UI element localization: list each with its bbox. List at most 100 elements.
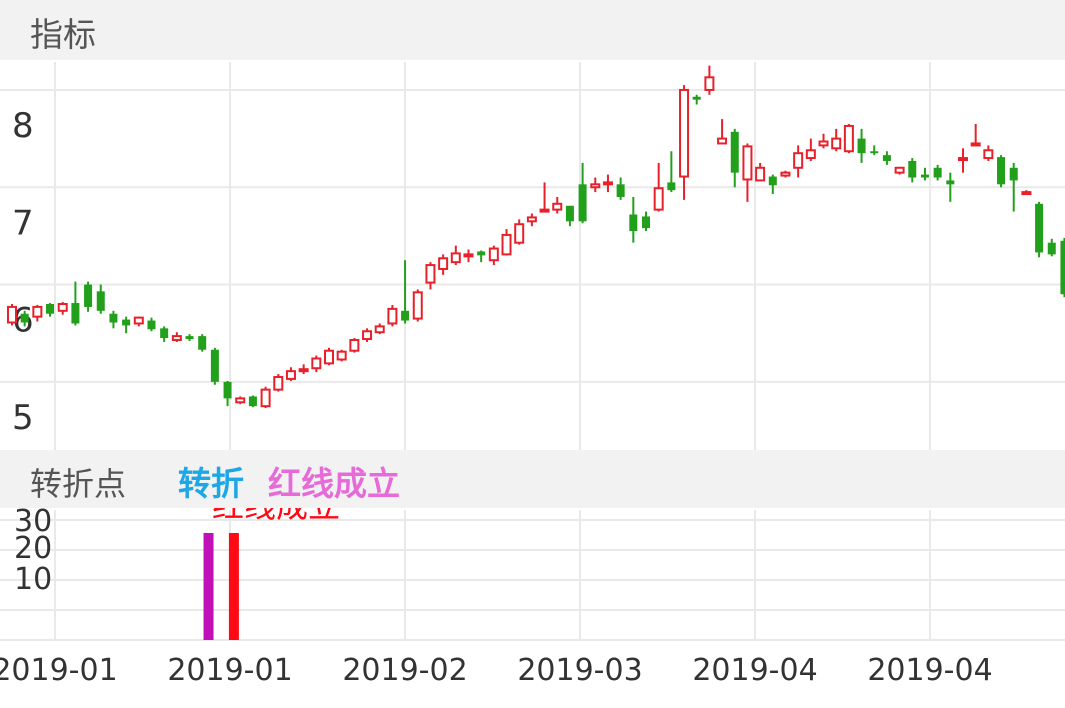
candle-body-up: [805, 149, 816, 160]
candle-body-up: [653, 187, 664, 211]
candle-body-up: [488, 247, 499, 262]
candle-body-down: [642, 216, 650, 229]
candle-body-down: [198, 336, 207, 350]
candle-body-up: [983, 149, 994, 160]
candle-body-up: [374, 325, 385, 334]
candle-body-down: [248, 396, 257, 407]
x-tick-label: 2019-04: [692, 653, 817, 688]
candle-body-down: [882, 155, 891, 161]
header-bar: [0, 0, 1065, 60]
candle-body-down: [1035, 203, 1044, 253]
candle-body-down: [578, 184, 587, 222]
sub-y-tick-label: 10: [14, 562, 52, 597]
candle-body-down: [1047, 242, 1056, 255]
candle-body-up: [285, 370, 296, 380]
candle-body-up: [539, 208, 550, 213]
candle-body-up: [273, 375, 284, 391]
candle-body-up: [843, 124, 854, 153]
candle-body-up: [742, 145, 753, 181]
candle-body-down: [946, 180, 955, 185]
candle-body-down: [933, 167, 942, 178]
candle-body-up: [450, 252, 461, 264]
candle-body-up: [602, 181, 613, 186]
candle-body-up: [298, 368, 309, 373]
candle-body-up: [260, 388, 271, 408]
candle-body-down: [997, 157, 1006, 185]
sub-chart-title: 转折点: [30, 465, 127, 503]
candle-body-up: [235, 397, 246, 404]
candle-body-up: [412, 291, 423, 320]
candle-body-down: [920, 174, 929, 178]
candle-body-up: [894, 166, 905, 174]
sub-header-bar: [0, 450, 1065, 508]
candle-body-up: [679, 88, 690, 178]
candle-body-down: [667, 182, 676, 191]
candle-body-up: [336, 350, 347, 361]
candle-body-up: [425, 264, 436, 284]
candle-body-down: [908, 160, 917, 178]
candle-body-down: [629, 214, 638, 232]
x-tick-label: 2019-02: [342, 653, 467, 688]
candle-body-down: [122, 319, 131, 326]
candle-body-up: [780, 171, 791, 177]
candle-body-up: [831, 137, 842, 150]
sub-y-tick-label: 20: [14, 531, 52, 566]
candle-body-down: [477, 251, 486, 256]
candle-body-down: [71, 303, 80, 324]
x-tick-label: 2019-01: [167, 653, 292, 688]
candle-body-down: [160, 328, 169, 339]
candle-body-up: [311, 357, 322, 370]
candle-body-up: [133, 316, 144, 325]
candle-body-down: [1060, 240, 1065, 295]
candle-body-up: [793, 152, 804, 169]
candle-body-up: [818, 140, 829, 147]
candle-body-up: [362, 330, 373, 341]
candle-body-up: [1021, 191, 1032, 196]
candle-body-up: [704, 76, 715, 91]
candle-body-up: [57, 303, 68, 312]
candle-body-up: [970, 142, 981, 147]
candle-body-down: [857, 138, 866, 154]
candle-body-down: [401, 310, 410, 321]
candle-body-up: [387, 307, 398, 325]
candle-body-down: [84, 284, 93, 307]
candle-body-down: [109, 313, 118, 323]
candle-body-down: [185, 336, 194, 340]
candle-body-down: [565, 205, 574, 222]
x-tick-label: 2019-04: [867, 653, 992, 688]
sub-y-tick-label: 30: [14, 504, 52, 539]
candle-body-down: [96, 291, 105, 311]
candle-body-up: [514, 223, 525, 244]
candle-body-up: [717, 137, 728, 145]
candle-body-down: [616, 184, 625, 197]
candle-body-up: [32, 305, 43, 318]
candle-body-up: [526, 216, 537, 223]
signal-bar: [228, 533, 239, 640]
candle-body-down: [46, 304, 55, 314]
candle-body-down: [870, 151, 879, 154]
candle-body-down: [210, 349, 219, 382]
candle-body-down: [730, 131, 739, 173]
candle-body-up: [590, 183, 601, 189]
candle-body-down: [20, 313, 29, 323]
candle-body-up: [324, 349, 334, 365]
y-tick-label: 8: [12, 106, 34, 146]
y-tick-label: 7: [12, 203, 34, 243]
candle-body-up: [958, 157, 968, 162]
indicator-title: 指标: [30, 15, 96, 54]
candle-body-down: [147, 320, 156, 330]
x-tick-label: 2019-01: [0, 653, 118, 688]
candle-body-up: [463, 253, 474, 258]
candle-body-up: [501, 233, 512, 256]
red-line-tag[interactable]: 红线成立: [268, 464, 400, 503]
y-tick-label: 5: [12, 398, 34, 438]
candle-body-up: [552, 202, 563, 211]
candle-body-up: [755, 166, 766, 182]
turn-tag[interactable]: 转折: [178, 464, 244, 503]
x-tick-label: 2019-03: [517, 653, 642, 688]
candle-body-down: [1009, 167, 1018, 181]
candle-body-up: [349, 339, 360, 352]
candle-body-down: [692, 96, 701, 100]
candle-body-up: [171, 335, 182, 342]
